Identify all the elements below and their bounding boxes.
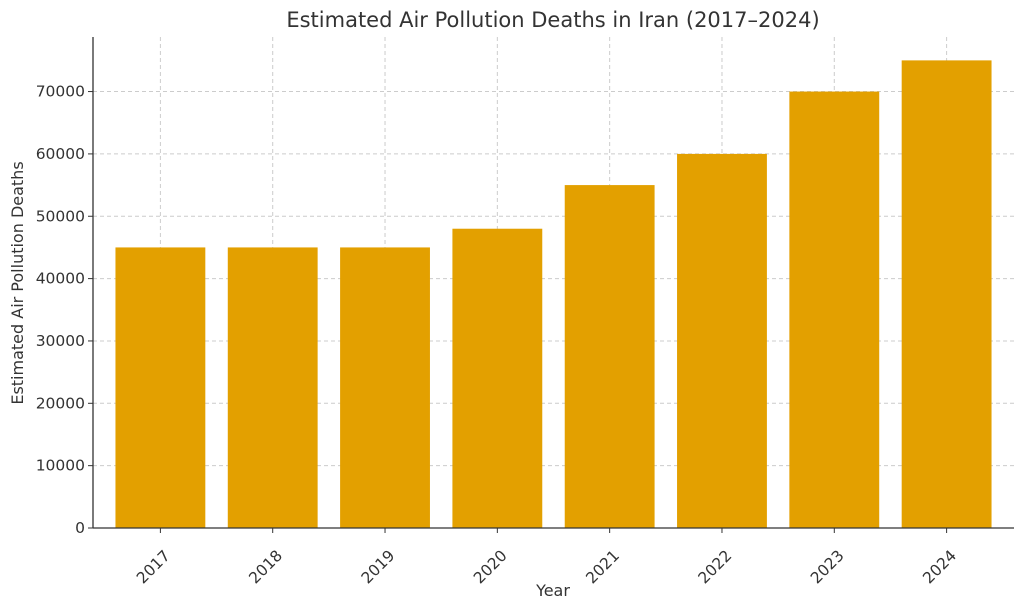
bar-2023 <box>789 91 880 529</box>
x-tick-label: 2024 <box>919 547 960 588</box>
bar-2020 <box>452 228 543 528</box>
y-axis-label: Estimated Air Pollution Deaths <box>8 161 27 404</box>
x-tick-label: 2022 <box>695 547 736 588</box>
bar-2017 <box>115 247 206 528</box>
bar-2024 <box>901 60 992 528</box>
bar-2019 <box>340 247 430 528</box>
x-tick-label: 2023 <box>807 547 848 588</box>
y-tick-label: 30000 <box>36 332 85 350</box>
bar-2022 <box>677 153 767 528</box>
x-tick-label: 2017 <box>133 547 174 588</box>
x-axis-label: Year <box>535 581 570 600</box>
bars <box>115 60 992 529</box>
y-tick-label: 70000 <box>36 83 85 101</box>
y-tick-label: 0 <box>75 519 85 537</box>
y-tick-label: 50000 <box>36 207 85 225</box>
chart-title: Estimated Air Pollution Deaths in Iran (… <box>286 8 819 32</box>
y-axis-ticks: 0 10000 20000 30000 40000 50000 60000 70000 <box>36 83 93 537</box>
y-tick-label: 60000 <box>36 145 85 163</box>
x-tick-label: 2019 <box>358 547 399 588</box>
x-axis-ticks: 2017 2018 2019 2020 2021 2022 2023 2024 <box>133 528 960 587</box>
bar-2018 <box>227 247 318 528</box>
y-tick-label: 20000 <box>36 394 85 412</box>
axes <box>92 37 1014 529</box>
x-tick-label: 2018 <box>245 547 286 588</box>
y-tick-label: 40000 <box>36 270 85 288</box>
x-tick-label: 2021 <box>582 547 623 588</box>
x-tick-label: 2020 <box>470 547 511 588</box>
bar-2021 <box>564 185 655 529</box>
y-tick-label: 10000 <box>36 457 85 475</box>
